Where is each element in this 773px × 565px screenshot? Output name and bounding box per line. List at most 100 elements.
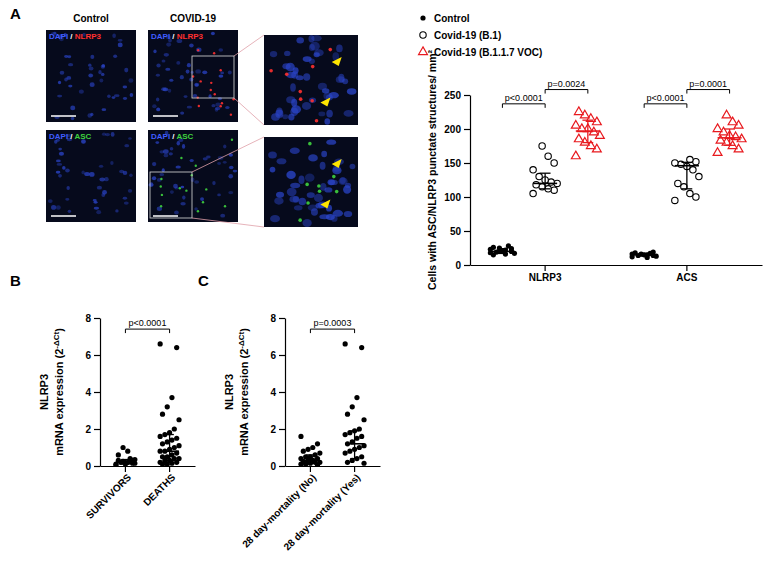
x-axis-line	[471, 265, 763, 266]
data-point	[713, 148, 722, 156]
nucleus	[228, 191, 233, 194]
y-tick-mark	[94, 355, 100, 356]
data-point	[315, 462, 320, 466]
puncta	[224, 205, 226, 207]
stain-label-part: DAPI	[49, 132, 68, 141]
stain-label: DAPI / ASC	[151, 132, 194, 141]
nucleus	[96, 210, 101, 214]
nucleus	[128, 78, 133, 82]
y-tick-mark	[94, 392, 100, 393]
nucleus	[180, 111, 184, 114]
y-tick-mark	[464, 265, 470, 266]
error-cap	[582, 120, 593, 121]
nucleus	[326, 140, 336, 145]
nucleus	[118, 43, 123, 48]
puncta	[269, 69, 273, 73]
data-point	[169, 461, 174, 466]
puncta	[231, 139, 233, 141]
nucleus	[81, 171, 84, 175]
nucleus	[99, 178, 105, 182]
y-tick-mark	[279, 466, 285, 467]
nucleus	[194, 207, 198, 210]
stain-label-part: DAPI	[151, 32, 170, 41]
puncta	[185, 189, 187, 191]
nucleus	[170, 190, 174, 194]
data-point	[343, 450, 348, 455]
error-cap	[540, 188, 551, 189]
data-point	[548, 179, 554, 185]
nucleus	[156, 74, 160, 77]
y-tick-mark	[464, 163, 470, 164]
puncta	[221, 102, 223, 104]
nucleus	[294, 205, 303, 210]
nucleus	[303, 73, 310, 81]
y-tick-label: 2	[85, 424, 91, 435]
nucleus	[298, 176, 304, 185]
data-point	[693, 194, 699, 200]
nucleus	[128, 137, 132, 140]
nucleus	[66, 186, 69, 190]
nucleus	[124, 144, 129, 147]
nucleus	[289, 196, 298, 202]
nucleus	[156, 97, 159, 101]
nucleus	[296, 37, 304, 43]
data-point	[357, 445, 362, 450]
tile-background	[264, 137, 358, 227]
nucleus	[56, 160, 61, 163]
data-point	[722, 110, 731, 118]
nucleus	[90, 82, 95, 87]
y-tick-label: 0	[85, 461, 91, 472]
nucleus	[58, 81, 61, 84]
nucleus	[193, 94, 198, 98]
nucleus	[220, 214, 225, 218]
zoom-line	[234, 98, 264, 125]
data-point	[530, 190, 536, 196]
puncta	[195, 165, 197, 167]
plot-marks	[113, 341, 181, 466]
nucleus	[212, 181, 215, 185]
data-point	[551, 187, 557, 193]
scale-bar	[51, 115, 76, 117]
nucleus	[293, 196, 300, 203]
x-tick-mark	[125, 466, 126, 472]
data-point	[160, 441, 165, 446]
nucleus	[336, 45, 343, 53]
data-point	[301, 449, 306, 454]
x-tick-mark	[354, 466, 355, 472]
nucleus	[99, 78, 103, 82]
y-axis: 02468	[270, 313, 285, 472]
data-point	[716, 135, 725, 143]
data-point	[120, 445, 125, 450]
nucleus	[270, 167, 276, 173]
puncta	[308, 142, 312, 146]
nucleus	[329, 180, 338, 185]
data-point	[116, 452, 121, 457]
nucleus	[195, 83, 199, 86]
nucleus	[152, 176, 156, 180]
error-cap	[497, 248, 508, 249]
nucleus	[157, 178, 162, 182]
nucleus	[195, 69, 201, 73]
data-point	[651, 249, 656, 254]
nucleus	[169, 152, 173, 155]
puncta	[199, 80, 201, 82]
nucleus	[189, 77, 193, 81]
nucleus	[282, 114, 288, 119]
legend-marker	[419, 47, 428, 55]
puncta	[160, 185, 162, 187]
nucleus	[162, 59, 166, 62]
legend-marker	[420, 15, 425, 20]
y-axis-title-part: mRNA expression (2	[53, 349, 65, 456]
micrograph-tile	[148, 30, 238, 122]
y-tick: 0	[270, 461, 285, 472]
nucleus	[70, 106, 75, 111]
nucleus	[319, 214, 329, 219]
nucleus	[200, 197, 204, 201]
data-point	[165, 462, 170, 466]
nucleus	[211, 104, 215, 107]
legend-item: Control	[420, 13, 469, 24]
nucleus	[48, 199, 53, 203]
data-point	[174, 460, 179, 465]
nucleus	[159, 150, 164, 153]
puncta	[285, 72, 289, 76]
